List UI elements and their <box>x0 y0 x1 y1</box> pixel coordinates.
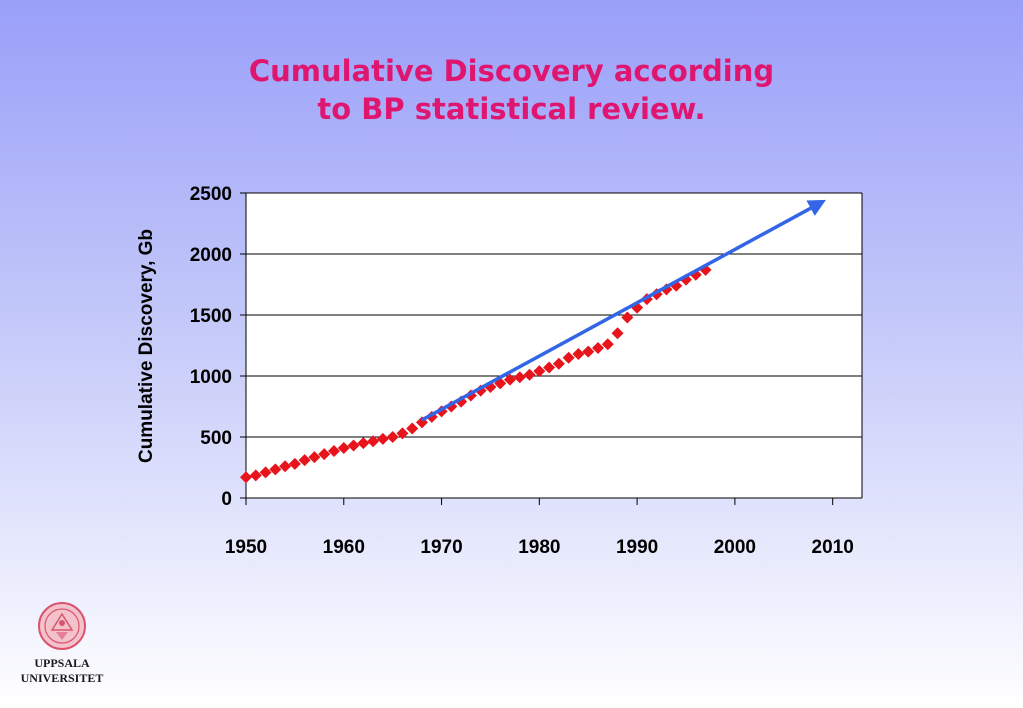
x-tick-label: 2010 <box>812 537 854 558</box>
data-point <box>308 451 321 464</box>
data-point <box>601 338 614 351</box>
data-point <box>621 311 634 324</box>
data-point <box>396 427 409 440</box>
y-tick-label: 1000 <box>190 367 232 388</box>
data-point <box>552 357 565 370</box>
data-point <box>543 361 556 374</box>
y-tick-label: 2500 <box>190 184 232 205</box>
data-point <box>562 351 575 364</box>
data-point <box>298 454 311 467</box>
trend-arrow <box>421 199 826 422</box>
data-point <box>240 471 252 484</box>
data-point <box>347 439 360 452</box>
data-point <box>533 365 546 378</box>
title-line-1: Cumulative Discovery according <box>248 54 775 88</box>
y-tick-label: 500 <box>200 428 232 449</box>
y-tick-label: 0 <box>221 489 232 510</box>
data-point <box>523 368 536 381</box>
data-point <box>279 460 292 473</box>
logo-text-line-1: UPPSALA <box>34 656 90 670</box>
data-point <box>376 432 389 445</box>
data-point <box>259 466 272 479</box>
data-point <box>582 345 595 358</box>
uppsala-logo-seal <box>38 602 86 650</box>
page-title: Cumulative Discovery according to BP sta… <box>0 52 1023 128</box>
x-tick-label: 1950 <box>225 537 267 558</box>
x-tick-label: 1980 <box>518 537 560 558</box>
data-point <box>269 463 282 476</box>
data-point <box>367 435 380 448</box>
data-point <box>592 341 604 354</box>
data-point <box>611 327 624 340</box>
data-point <box>572 348 585 361</box>
x-tick-label: 1990 <box>616 537 658 558</box>
x-tick-label: 1960 <box>323 537 365 558</box>
data-point <box>337 441 350 454</box>
x-tick-label: 2000 <box>714 537 756 558</box>
y-axis-label: Cumulative Discovery, Gb <box>136 229 157 463</box>
data-point <box>357 437 370 450</box>
data-point <box>504 373 516 386</box>
data-point <box>249 469 262 482</box>
logo-text-line-2: UNIVERSITET <box>20 671 104 685</box>
data-point <box>318 448 331 461</box>
data-point <box>386 431 399 443</box>
data-point <box>513 371 526 384</box>
data-point <box>328 445 340 458</box>
title-line-2: to BP statistical review. <box>317 92 706 126</box>
data-point <box>406 422 419 435</box>
data-point <box>288 457 301 470</box>
y-tick-label: 2000 <box>190 245 232 266</box>
x-tick-label: 1970 <box>420 537 462 558</box>
y-tick-label: 1500 <box>190 306 232 327</box>
